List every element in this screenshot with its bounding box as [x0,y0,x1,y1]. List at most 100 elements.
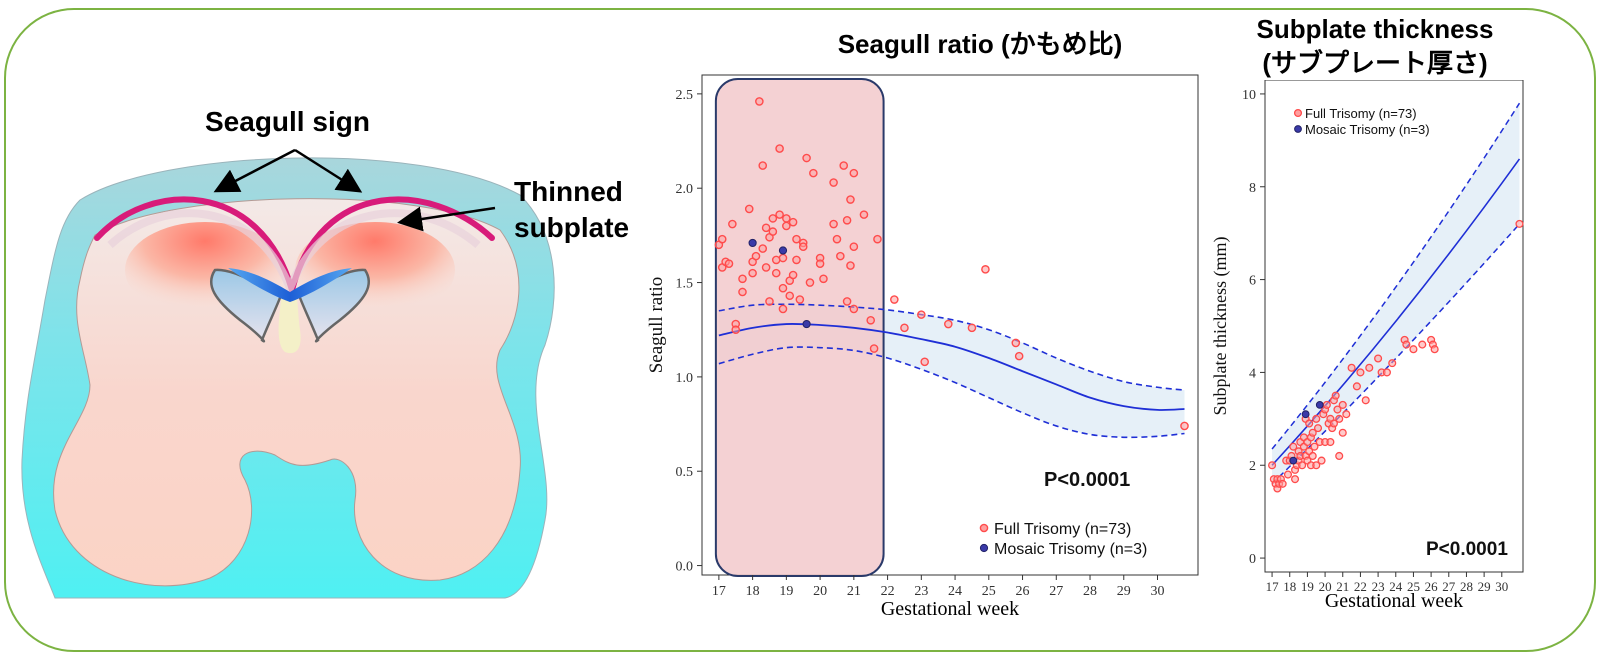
chart2-xlabel: Gestational week [1324,590,1464,612]
chart1-point-full-trisomy [731,325,741,335]
chart2-title-line2: (サブプレート厚さ) [1262,48,1488,78]
chart1-ylabel: Seagull ratio [646,277,667,374]
chart1-point-full-trisomy [819,274,828,284]
chart1-point-full-trisomy [728,219,737,229]
chart2-point-full-trisomy [1329,419,1338,428]
chart1-point-full-trisomy [761,223,771,233]
seagull-ratio-chart: 0.0 0.5 1.0 1.5 2.0 2.5 17 18 19 20 21 22 23 24 25 26 27… [646,74,1199,599]
chart1-ytick-label: 1.5 [676,277,694,292]
chart1-point-full-trisomy [849,168,859,178]
chart1-point-full-trisomy [849,242,859,251]
figure-frame [4,8,1596,652]
chart1-xtick-label: 18 [746,584,760,599]
chart1-point-full-trisomy [778,283,788,293]
chart1-point-full-trisomy [771,268,781,278]
chart1-legend-label-full: Full Trisomy (n=73) [994,521,1131,538]
chart1-ytick-label: 0.0 [676,560,694,575]
chart2-legend-marker-mosaic [1294,125,1302,133]
chart1-point-full-trisomy [859,210,869,219]
chart1-point-full-trisomy [782,214,791,223]
chart1-point-full-trisomy [724,259,734,268]
chart2-upper-ci [1271,102,1521,450]
chart2-xtick-label: 18 [1283,579,1296,594]
chart1-ytick-label: 0.5 [676,465,694,480]
chart1-point-full-trisomy [782,221,791,231]
chart2-point-full-trisomy [1338,400,1347,409]
chart2-point-full-trisomy [1409,345,1418,354]
chart2-point-full-trisomy [1338,428,1347,437]
chart1-xtick-label: 30 [1151,584,1165,599]
chart2-ytick-label: 2 [1249,459,1256,474]
chart2-ytick-label: 6 [1249,274,1256,289]
chart1-point-full-trisomy [839,161,849,170]
thinned-subplate-line1: Thinned [514,176,623,207]
chart2-xtick-label: 28 [1460,579,1473,594]
chart2-point-full-trisomy [1305,419,1314,428]
seagull-arrow-right [294,148,363,193]
chart1-xtick-label: 22 [881,584,895,599]
chart2-point-full-trisomy [1289,442,1298,451]
chart1-point-full-trisomy [842,297,852,306]
chart1-lower-ci [718,346,1185,439]
chart2-xtick-label: 25 [1407,579,1420,594]
chart1-xtick-label: 20 [813,584,827,599]
chart2-point-full-trisomy [1283,470,1293,479]
chart2-legend-marker-full [1293,108,1303,118]
chart1-point-full-trisomy [849,304,859,314]
chart2-legend-label-full: Full Trisomy (n=73) [1305,106,1417,121]
chart1-xtick-label: 23 [914,584,928,599]
chart1-xlabel: Gestational week [880,598,1020,620]
chart1-point-full-trisomy [748,268,757,278]
chart1-point-full-trisomy [866,315,876,325]
chart2-xtick-label: 21 [1336,579,1349,594]
chart1-point-full-trisomy [788,270,798,280]
chart1-point-full-trisomy [788,217,798,227]
chart2-title: Subplate thickness (サブプレート厚さ) [1220,12,1530,80]
chart1-xtick-label: 19 [779,584,793,599]
chart1-point-full-trisomy [751,251,761,261]
thinned-subplate-label: Thinned subplate [514,174,629,246]
chart2-point-full-trisomy [1308,428,1317,437]
chart1-legend-label-mosaic: Mosaic Trisomy (n=3) [994,541,1147,558]
chart2-point-full-trisomy [1268,461,1277,470]
chart1-xtick-label: 21 [847,584,861,599]
chart2-xtick-label: 27 [1442,579,1456,594]
chart1-point-full-trisomy [775,210,784,219]
chart1-point-full-trisomy [917,310,926,319]
chart1-point-full-trisomy [778,253,788,263]
chart1-xtick-label: 27 [1049,584,1063,599]
chart1-point-mosaic-trisomy [748,238,757,248]
chart2-xtick-label: 30 [1495,579,1508,594]
chart2-point-full-trisomy [1308,451,1317,461]
chart1-point-full-trisomy [785,291,795,301]
chart1-point-mosaic-trisomy [802,319,811,329]
chart1-point-full-trisomy [967,323,977,333]
chart2-point-full-trisomy [1515,219,1524,228]
chart2-point-mosaic-trisomy [1301,410,1310,419]
chart1-point-full-trisomy [802,153,811,163]
chart1-point-mosaic-trisomy [778,246,788,255]
chart2-title-line1: Subplate thickness [1256,14,1494,44]
chart2-point-full-trisomy [1312,414,1321,423]
chart2-point-full-trisomy [1352,382,1361,391]
chart1-point-full-trisomy [832,234,842,244]
chart2-xtick-label: 29 [1478,579,1491,594]
chart2-point-full-trisomy [1278,479,1287,488]
chart1-ytick-label: 2.0 [676,182,694,197]
chart1-point-full-trisomy [765,297,774,306]
thinned-subplate-line2: subplate [514,212,630,243]
chart1-xtick-label: 24 [948,584,962,599]
chart1-point-full-trisomy [744,204,754,214]
chart1-point-full-trisomy [1180,421,1189,431]
chart2-point-full-trisomy [1326,437,1335,447]
third-ventricle [278,295,301,354]
chart2-xtick-label: 22 [1354,579,1367,594]
chart2-point-full-trisomy [1418,340,1427,349]
chart1-p-value: P<0.0001 [1044,469,1130,491]
chart1-xtick-label: 26 [1016,584,1030,599]
chart2-point-full-trisomy [1335,451,1344,461]
chart1-point-full-trisomy [1014,351,1024,361]
chart1-legend-marker-mosaic [979,543,989,553]
chart2-lower-ci [1271,223,1521,485]
